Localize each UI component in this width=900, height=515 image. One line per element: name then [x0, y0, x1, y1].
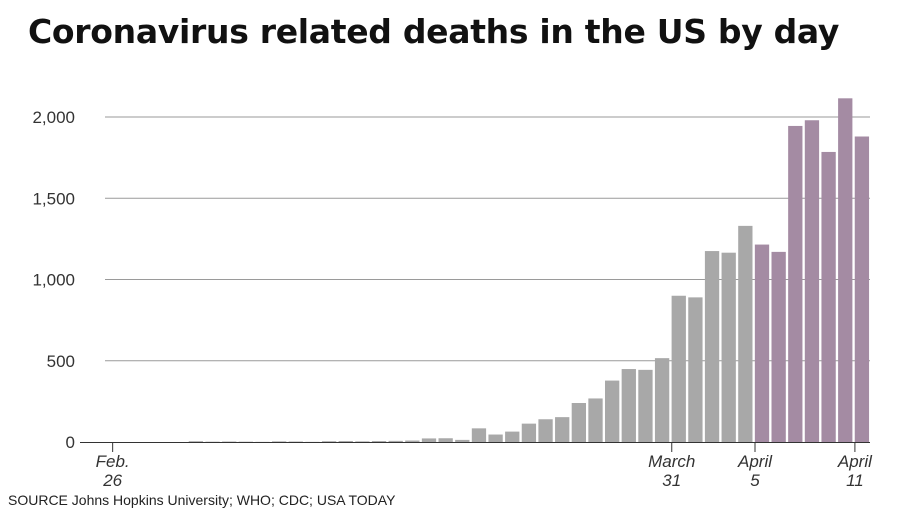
bar	[838, 98, 853, 442]
bar	[488, 434, 503, 442]
y-tick-label: 0	[66, 433, 75, 452]
bar	[388, 440, 403, 442]
bar	[555, 417, 570, 442]
bar	[421, 438, 437, 442]
y-tick-label: 500	[47, 352, 75, 371]
bar	[588, 398, 603, 442]
bar	[605, 380, 620, 442]
bar	[371, 441, 387, 442]
x-tick-label: 11	[846, 471, 864, 490]
bar	[788, 125, 803, 442]
bar	[688, 297, 703, 442]
bar	[754, 244, 770, 442]
bar	[455, 439, 470, 442]
bars	[188, 98, 870, 442]
bar	[471, 428, 487, 442]
bar	[438, 438, 453, 442]
bar	[521, 423, 537, 442]
x-tick-label: March	[648, 452, 695, 471]
bar	[505, 431, 520, 442]
bar	[538, 419, 553, 442]
bar	[638, 369, 653, 442]
x-tick-label: 31	[662, 471, 681, 490]
x-tick-label: 26	[102, 471, 122, 490]
bar	[571, 403, 586, 442]
bar	[188, 441, 204, 442]
bar	[405, 440, 420, 442]
x-tick-label: 5	[750, 471, 760, 490]
y-tick-label: 2,000	[32, 108, 75, 127]
bar	[821, 151, 836, 442]
bar	[654, 358, 670, 442]
bar	[621, 369, 636, 442]
y-axis-ticks: 0 500 1,000 1,500 2,000	[32, 108, 75, 452]
bar	[804, 120, 820, 442]
bar	[671, 295, 686, 442]
x-tick-label: April	[737, 452, 773, 471]
chart-title: Coronavirus related deaths in the US by …	[28, 12, 840, 51]
x-tick-label: Feb.	[96, 452, 130, 471]
source-note: SOURCE Johns Hopkins University; WHO; CD…	[8, 492, 396, 508]
y-tick-label: 1,000	[32, 271, 75, 290]
bar	[721, 252, 736, 442]
bar	[355, 441, 370, 442]
bar	[854, 136, 870, 442]
x-tick-label: April	[837, 452, 873, 471]
bar	[338, 441, 353, 442]
y-tick-label: 1,500	[32, 189, 75, 208]
bar	[704, 251, 720, 442]
bar	[272, 441, 287, 442]
bar	[771, 251, 786, 442]
bar	[321, 441, 337, 442]
bar	[738, 225, 753, 442]
